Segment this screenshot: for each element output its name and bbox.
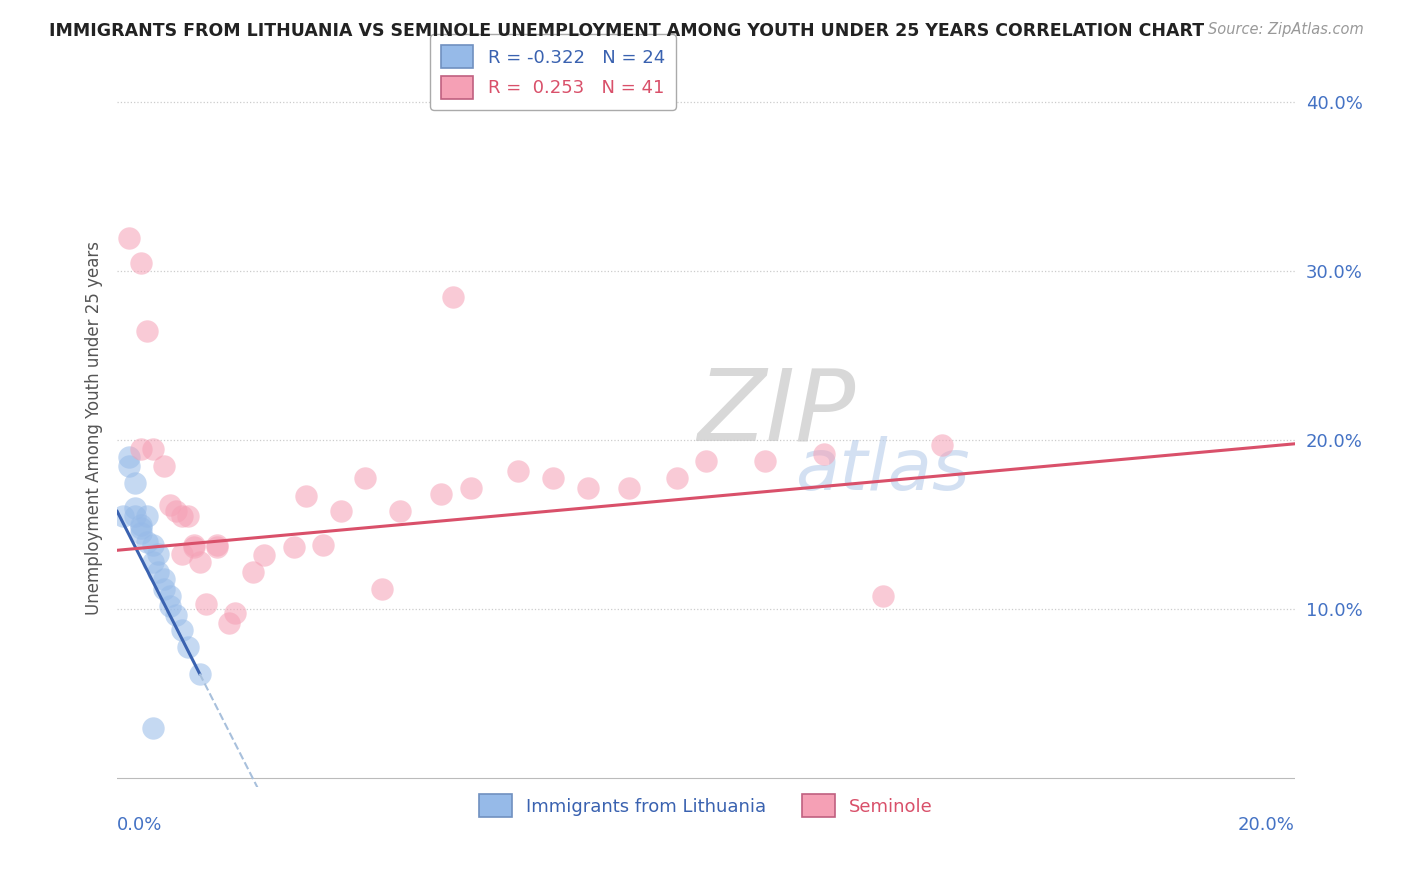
Point [183, 538, 205, 552]
Point [129, 526, 152, 541]
Text: ZIP: ZIP [697, 365, 856, 462]
Point [153, 572, 176, 586]
Text: IMMIGRANTS FROM LITHUANIA VS SEMINOLE UNEMPLOYMENT AMONG YOUTH UNDER 25 YEARS CO: IMMIGRANTS FROM LITHUANIA VS SEMINOLE UN… [49, 22, 1205, 40]
Y-axis label: Unemployment Among Youth under 25 years: Unemployment Among Youth under 25 years [86, 241, 103, 615]
Point [135, 509, 157, 524]
Point [135, 534, 157, 549]
Point [754, 453, 776, 467]
Point [170, 547, 193, 561]
Point [141, 442, 163, 456]
Point [576, 481, 599, 495]
Point [329, 504, 352, 518]
Point [188, 666, 211, 681]
Point [665, 470, 688, 484]
Point [118, 458, 141, 473]
Legend: Immigrants from Lithuania, Seminole: Immigrants from Lithuania, Seminole [472, 787, 941, 824]
Point [129, 521, 152, 535]
Point [124, 475, 146, 490]
Point [124, 509, 146, 524]
Point [165, 504, 187, 518]
Point [118, 230, 141, 244]
Point [118, 450, 141, 465]
Point [188, 555, 211, 569]
Point [170, 623, 193, 637]
Point [170, 509, 193, 524]
Point [371, 582, 394, 596]
Text: 20.0%: 20.0% [1239, 815, 1295, 834]
Point [813, 447, 835, 461]
Point [159, 498, 181, 512]
Point [541, 470, 564, 484]
Point [141, 555, 163, 569]
Point [129, 442, 152, 456]
Text: atlas: atlas [796, 436, 970, 506]
Point [312, 538, 335, 552]
Point [183, 540, 205, 554]
Point [129, 517, 152, 532]
Point [153, 458, 176, 473]
Point [872, 589, 894, 603]
Point [294, 489, 316, 503]
Point [253, 549, 276, 563]
Point [224, 606, 246, 620]
Point [931, 438, 953, 452]
Point [430, 487, 453, 501]
Point [619, 481, 641, 495]
Point [506, 464, 529, 478]
Point [159, 599, 181, 613]
Point [177, 640, 200, 654]
Text: Source: ZipAtlas.com: Source: ZipAtlas.com [1208, 22, 1364, 37]
Point [124, 501, 146, 516]
Point [194, 598, 217, 612]
Point [148, 566, 170, 580]
Point [148, 547, 170, 561]
Point [165, 607, 187, 622]
Point [388, 504, 411, 518]
Point [153, 582, 176, 596]
Point [441, 290, 464, 304]
Point [112, 509, 135, 524]
Point [129, 256, 152, 270]
Point [141, 538, 163, 552]
Point [283, 540, 305, 554]
Point [135, 324, 157, 338]
Point [695, 453, 717, 467]
Point [207, 540, 229, 554]
Point [177, 509, 200, 524]
Point [460, 481, 482, 495]
Point [353, 470, 375, 484]
Point [242, 566, 264, 580]
Point [207, 538, 229, 552]
Text: 0.0%: 0.0% [117, 815, 163, 834]
Point [141, 721, 163, 735]
Point [159, 589, 181, 603]
Point [218, 615, 240, 630]
